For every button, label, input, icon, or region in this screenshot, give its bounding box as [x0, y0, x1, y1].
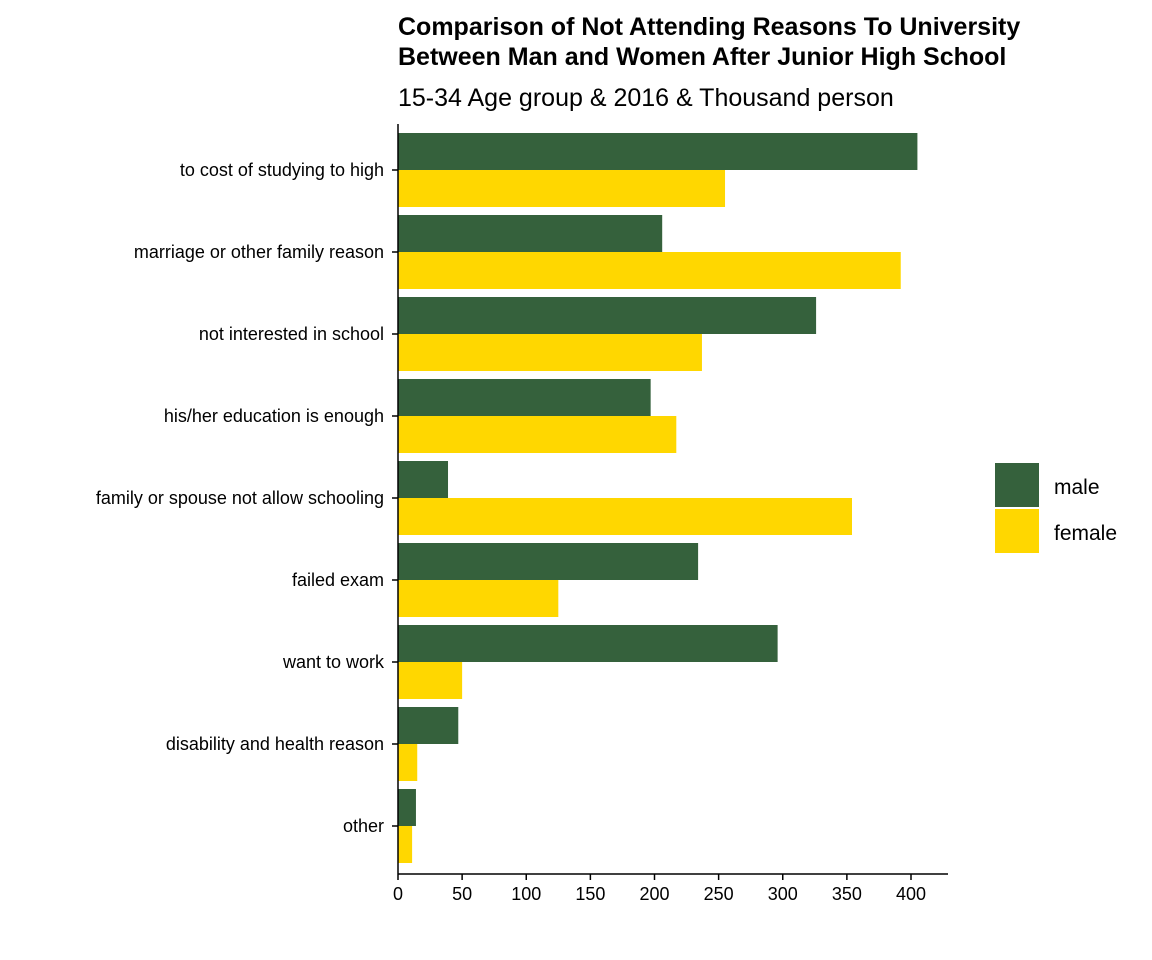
bar-female-1: [398, 252, 901, 289]
bar-male-4: [398, 461, 449, 498]
legend-label-female: female: [1054, 522, 1117, 545]
legend-swatch-female: [995, 509, 1039, 553]
bar-female-3: [398, 416, 677, 453]
bar-male-3: [398, 379, 651, 416]
bar-female-7: [398, 744, 418, 781]
x-tick-label-3: 150: [575, 884, 605, 904]
category-label-6: want to work: [282, 652, 385, 672]
bar-female-8: [398, 826, 413, 863]
bar-female-5: [398, 580, 559, 617]
bar-female-2: [398, 334, 702, 371]
bar-male-0: [398, 133, 918, 170]
bars-layer: [398, 133, 918, 863]
category-label-8: other: [343, 816, 384, 836]
x-tick-label-0: 0: [393, 884, 403, 904]
chart-title-line-2: Between Man and Women After Junior High …: [398, 43, 1006, 71]
bar-male-2: [398, 297, 817, 334]
bar-male-7: [398, 707, 459, 744]
chart-title: Comparison of Not Attending Reasons To U…: [398, 13, 1020, 71]
bar-male-1: [398, 215, 663, 252]
bar-female-0: [398, 170, 726, 207]
category-label-3: his/her education is enough: [164, 406, 384, 426]
bar-female-4: [398, 498, 853, 535]
bar-male-6: [398, 625, 778, 662]
legend: male female: [995, 463, 1117, 553]
bar-male-5: [398, 543, 699, 580]
category-label-4: family or spouse not allow schooling: [96, 488, 384, 508]
bar-female-6: [398, 662, 463, 699]
x-tick-label-6: 300: [768, 884, 798, 904]
category-label-1: marriage or other family reason: [134, 242, 384, 262]
bar-male-8: [398, 789, 416, 826]
x-tick-label-8: 400: [896, 884, 926, 904]
category-label-5: failed exam: [292, 570, 384, 590]
x-tick-label-4: 200: [639, 884, 669, 904]
x-tick-label-5: 250: [704, 884, 734, 904]
x-tick-label-1: 50: [452, 884, 472, 904]
x-axis: 0 50 100 150 200 250 300 350 400: [393, 873, 948, 904]
chart-title-line-1: Comparison of Not Attending Reasons To U…: [398, 13, 1020, 41]
category-label-7: disability and health reason: [166, 734, 384, 754]
legend-swatch-male: [995, 463, 1039, 507]
x-tick-label-7: 350: [832, 884, 862, 904]
x-tick-label-2: 100: [511, 884, 541, 904]
y-axis: to cost of studying to high marriage or o…: [96, 124, 399, 874]
legend-label-male: male: [1054, 476, 1100, 499]
category-label-2: not interested in school: [199, 324, 384, 344]
category-label-0: to cost of studying to high: [180, 160, 384, 180]
chart-subtitle: 15-34 Age group & 2016 & Thousand person: [398, 84, 894, 112]
